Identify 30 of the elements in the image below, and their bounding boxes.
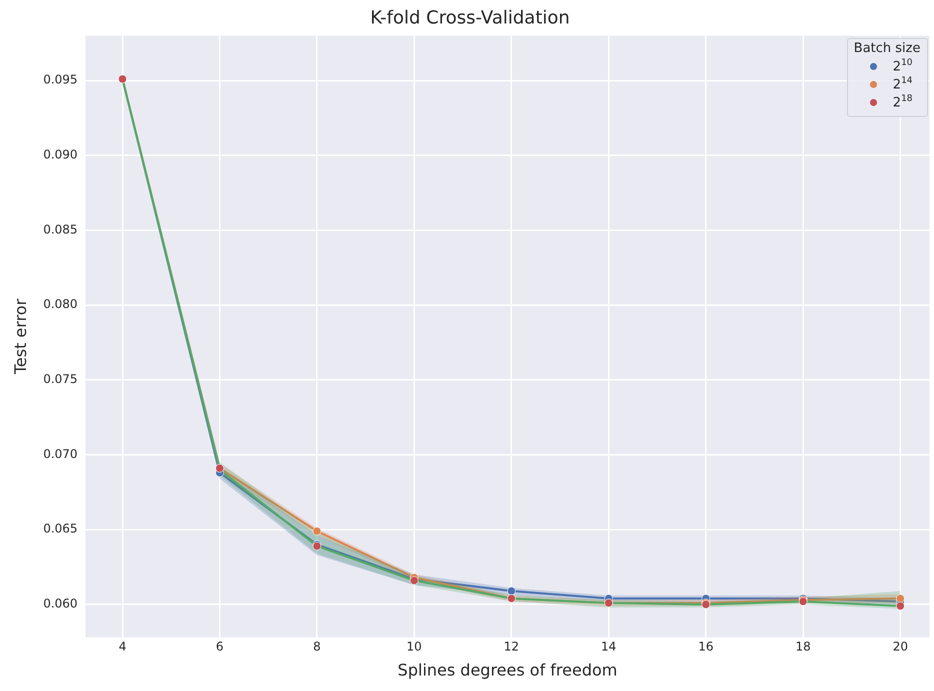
chart-title: K-fold Cross-Validation [370,7,570,28]
legend-label: 2$^{14}$ [892,76,913,93]
x-tick-label: 18 [795,640,811,654]
y-tick-label: 0.095 [43,72,78,87]
legend-label: 2$^{18}$ [892,94,913,111]
point [896,602,905,610]
point [312,526,322,536]
legend-label: 2$^{10}$ [892,58,913,75]
y-tick-label: 0.070 [43,446,78,461]
x-tick-label: 4 [118,640,126,654]
x-tick-label: 8 [313,640,321,654]
y-tick-label: 0.075 [43,372,78,386]
y-tick-label: 0.060 [43,596,78,611]
y-tick-label: 0.065 [43,522,78,536]
legend-title: Batch size [854,40,920,56]
point [896,594,905,603]
x-tick-label: 6 [216,640,224,654]
point [410,576,418,585]
x-tick-label: 20 [892,640,908,654]
point [118,74,127,84]
point [507,586,516,596]
y-axis-title: Test error [10,298,30,376]
y-tick-label: 0.085 [43,222,78,236]
y-tick-label: 0.080 [43,297,78,312]
x-tick-label: 10 [406,640,422,654]
x-tick-label: 14 [601,640,616,654]
x-tick-label: 16 [698,640,714,654]
x-tick-label: 12 [504,640,520,654]
y-tick-label: 0.090 [43,147,78,162]
x-axis-title: Splines degrees of freedom [398,660,618,680]
